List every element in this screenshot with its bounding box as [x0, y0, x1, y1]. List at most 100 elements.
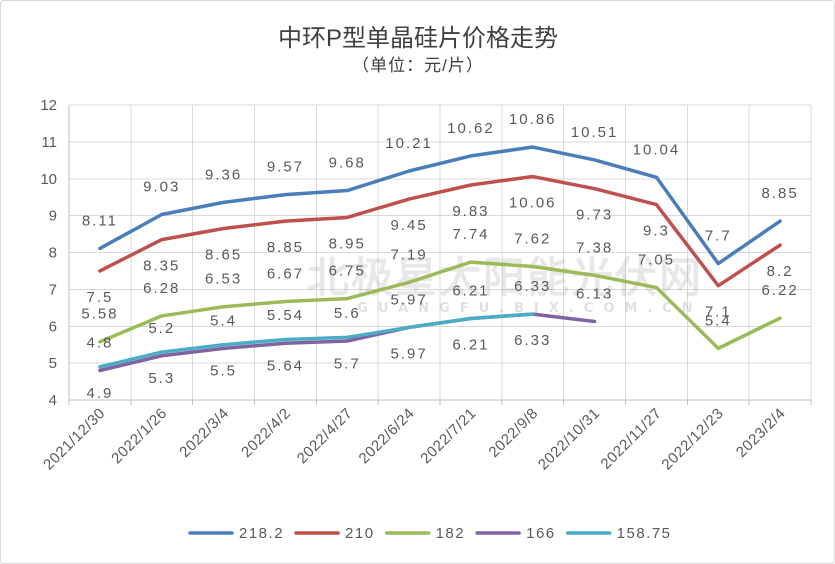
legend-label-218-2: 218.2	[239, 525, 284, 542]
series-line-218-2	[98, 145, 782, 266]
data-point-210	[222, 227, 226, 231]
data-label-166: 5.6	[334, 305, 361, 322]
data-point-158-75	[407, 325, 411, 329]
data-label-158-75: 5.64	[267, 358, 304, 375]
y-tick-label: 7	[49, 281, 57, 298]
data-point-210	[283, 219, 287, 223]
data-point-210	[345, 215, 349, 219]
data-point-182	[531, 265, 535, 269]
data-label-210: 7.5	[86, 289, 113, 306]
y-tick-label: 6	[49, 318, 57, 335]
data-label-166: 5.97	[390, 291, 427, 308]
data-point-210	[716, 284, 720, 288]
data-point-182	[778, 316, 782, 320]
data-point-182	[98, 340, 102, 344]
data-label-166: 5.2	[148, 320, 175, 337]
y-tick-label: 4	[49, 392, 57, 409]
data-point-218-2	[593, 158, 597, 162]
data-label-166: 6.13	[576, 285, 613, 302]
data-label-218-2: 9.36	[205, 166, 242, 183]
data-point-210	[98, 269, 102, 273]
data-label-166: 6.21	[452, 283, 489, 300]
data-point-158-75	[469, 317, 473, 321]
data-point-218-2	[345, 189, 349, 193]
data-label-218-2: 10.86	[509, 111, 557, 128]
data-label-158-75: 5.3	[148, 370, 175, 387]
data-point-218-2	[160, 213, 164, 217]
data-label-218-2: 7.7	[705, 228, 732, 245]
data-point-218-2	[407, 169, 411, 173]
legend-label-210: 210	[345, 525, 375, 542]
data-label-210: 10.06	[509, 195, 557, 212]
data-point-218-2	[531, 145, 535, 149]
data-label-218-2: 10.04	[633, 141, 681, 158]
data-label-182: 7.38	[576, 239, 613, 256]
legend-item-210: 210	[294, 525, 375, 542]
watermark: 北极星太阳能光伏网 GUANGFU.BJX.COM.CN	[307, 253, 703, 316]
watermark-en: GUANGFU.BJX.COM.CN	[357, 301, 702, 316]
watermark-cn: 北极星太阳能光伏网	[307, 253, 703, 302]
data-point-166	[160, 354, 164, 358]
data-label-218-2: 10.21	[385, 135, 433, 152]
data-point-210	[778, 243, 782, 247]
data-label-158-75: 5.97	[390, 345, 427, 362]
data-label-182: 7.74	[452, 226, 489, 243]
y-tick-label: 10	[40, 171, 57, 188]
data-label-218-2: 10.62	[447, 120, 495, 137]
legend: 218.2 210 182 166 158.75	[188, 525, 672, 542]
data-label-166: 5.4	[210, 312, 237, 329]
legend-item-158-75: 158.75	[565, 525, 672, 542]
data-label-182: 5.4	[705, 312, 732, 329]
data-label-210: 8.95	[329, 235, 366, 252]
data-point-218-2	[716, 262, 720, 266]
data-point-166	[283, 341, 287, 345]
data-label-182: 7.19	[390, 246, 427, 263]
data-point-182	[222, 305, 226, 309]
data-point-166	[222, 346, 226, 350]
data-point-166	[345, 339, 349, 343]
data-label-182: 6.53	[205, 271, 242, 288]
legend-item-166: 166	[475, 525, 554, 542]
data-point-218-2	[778, 219, 782, 223]
series-line-182	[98, 260, 782, 351]
data-label-182: 6.75	[329, 263, 366, 280]
data-point-182	[469, 260, 473, 264]
data-point-158-75	[222, 343, 226, 347]
data-labels: 8.11 9.03 9.36 9.57 9.68 10.21 10.62 10.86 10.51…	[81, 111, 796, 402]
data-point-182	[160, 314, 164, 318]
data-label-210: 9.45	[390, 217, 427, 234]
series-line-158-75	[98, 312, 535, 369]
legend-label-158-75: 158.75	[617, 525, 672, 542]
data-label-218-2: 10.51	[571, 124, 619, 141]
data-label-210: 8.85	[267, 239, 304, 256]
chart-title: 中环P型单晶硅片价格走势	[278, 25, 558, 52]
data-label-182: 5.58	[81, 306, 118, 323]
data-label-210: 9.83	[452, 203, 489, 220]
data-point-158-75	[160, 350, 164, 354]
data-point-210	[654, 203, 658, 207]
data-label-158-75: 4.9	[86, 385, 113, 402]
data-point-166	[98, 369, 102, 372]
data-label-182: 6.28	[143, 280, 180, 297]
data-label-210: 8.65	[205, 247, 242, 264]
data-point-210	[407, 197, 411, 201]
data-label-210: 9.3	[643, 223, 670, 240]
data-point-182	[345, 297, 349, 301]
chart-subtitle: （单位：元/片）	[352, 56, 484, 75]
data-point-210	[469, 183, 473, 187]
legend-item-182: 182	[384, 525, 464, 542]
data-label-158-75: 6.33	[514, 332, 551, 349]
series-line-210	[98, 174, 782, 288]
data-point-158-75	[345, 335, 349, 339]
legend-item-218-2: 218.2	[188, 525, 284, 542]
gridlines	[69, 104, 812, 400]
data-point-182	[407, 280, 411, 284]
data-point-210	[531, 175, 535, 179]
data-point-182	[654, 286, 658, 290]
data-label-182: 7.05	[638, 252, 675, 269]
data-label-182: 6.67	[267, 266, 304, 283]
data-point-158-75	[283, 338, 287, 342]
data-point-218-2	[654, 175, 658, 179]
y-tick-label: 9	[49, 208, 57, 225]
